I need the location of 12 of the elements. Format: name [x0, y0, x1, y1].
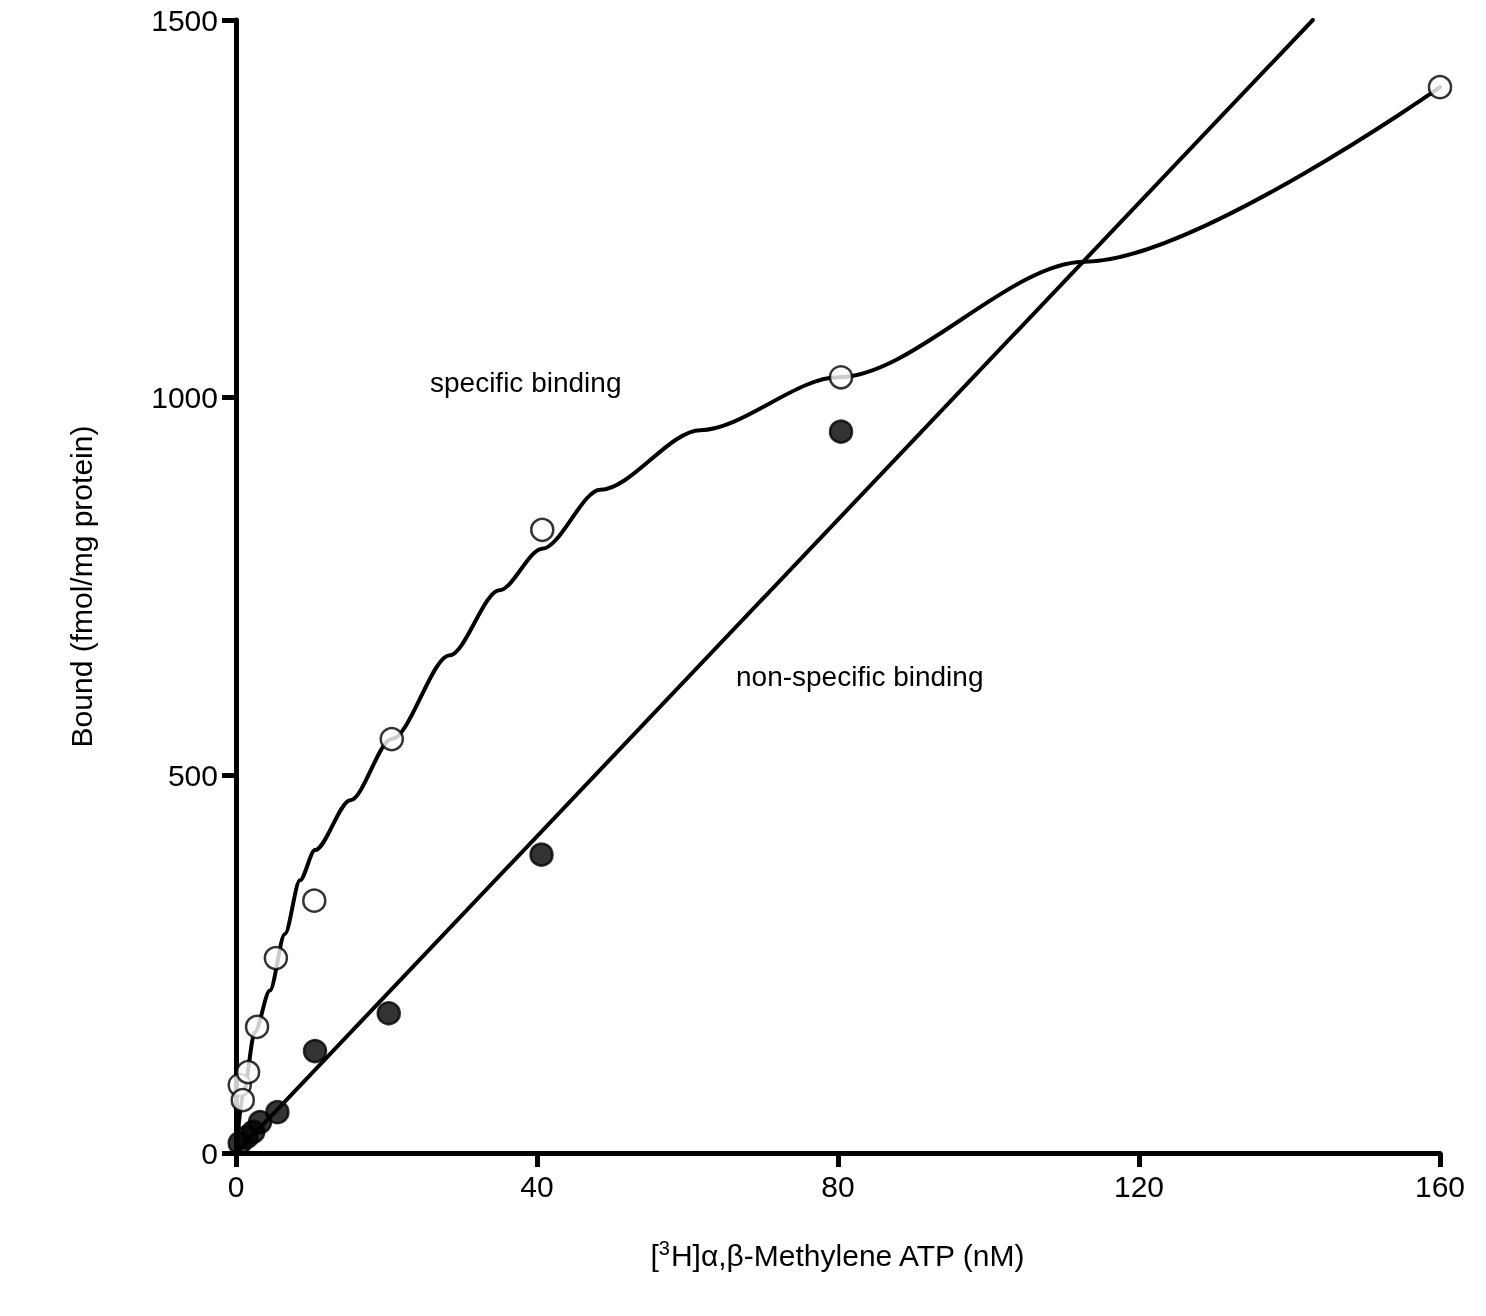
x-tick-label: 120: [1113, 1169, 1165, 1203]
annotation: specific binding: [430, 366, 622, 398]
y-tick-label: 0: [201, 1136, 218, 1170]
x-tick-label: 80: [821, 1169, 855, 1203]
x-tick-label: 0: [227, 1169, 245, 1203]
y-tick-label: 1500: [151, 3, 218, 37]
y-tick-label: 1000: [151, 381, 218, 415]
y-axis-title: Bound (fmol/mg protein): [64, 425, 98, 748]
x-tick-label: 160: [1414, 1169, 1466, 1203]
y-tick-label: 500: [167, 758, 218, 792]
x-tick-label: 40: [520, 1169, 554, 1203]
annotation: non-specific binding: [736, 660, 984, 692]
